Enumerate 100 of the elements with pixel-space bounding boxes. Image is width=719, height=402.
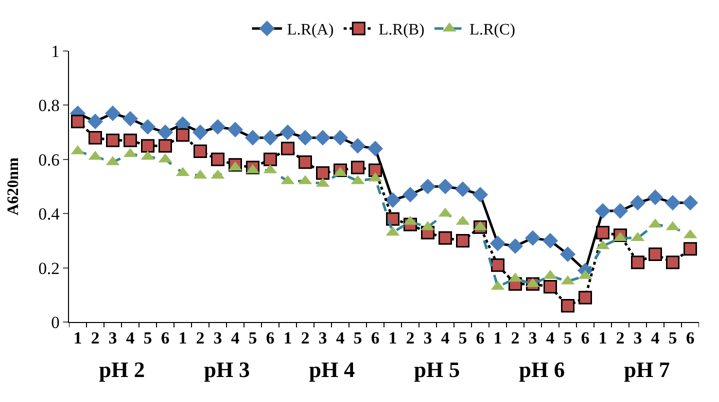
point xyxy=(244,130,261,146)
text: pH 4 xyxy=(309,357,355,382)
y-tick-label: 0 xyxy=(51,312,60,332)
text: pH 5 xyxy=(414,357,460,382)
x-tick-label: 6 xyxy=(161,328,170,348)
point xyxy=(456,234,470,248)
point xyxy=(631,256,644,270)
x-tick-label: 4 xyxy=(231,328,240,348)
point xyxy=(684,242,697,256)
x-tick-label: 1 xyxy=(178,328,187,348)
x-tick-label: 2 xyxy=(511,328,520,348)
point xyxy=(157,124,174,140)
text: pH 7 xyxy=(624,357,670,382)
x-tick-label: 3 xyxy=(318,328,327,348)
point xyxy=(386,212,400,226)
point xyxy=(332,130,348,146)
point xyxy=(298,155,312,169)
point xyxy=(141,139,154,153)
point xyxy=(210,119,226,135)
point xyxy=(612,203,628,219)
point xyxy=(596,226,610,240)
point xyxy=(560,246,576,262)
x-tick-label: 4 xyxy=(546,328,555,348)
x-tick-label: 2 xyxy=(91,328,100,348)
point xyxy=(472,186,488,202)
point xyxy=(666,256,680,270)
point xyxy=(490,236,506,252)
text: pH 3 xyxy=(204,357,250,382)
x-tick-label: 1 xyxy=(598,328,607,348)
point xyxy=(664,194,681,211)
legend-label: L.R(B) xyxy=(378,22,424,39)
point xyxy=(420,178,436,194)
point xyxy=(454,181,471,198)
point xyxy=(507,238,524,254)
x-tick-label: 5 xyxy=(144,328,152,348)
point xyxy=(104,106,121,122)
x-tick-label: 2 xyxy=(196,328,204,348)
x-tick-label: 5 xyxy=(668,328,677,348)
point xyxy=(88,130,102,144)
point xyxy=(544,280,557,294)
point xyxy=(367,140,384,156)
point xyxy=(194,144,207,158)
text: pH 6 xyxy=(519,357,565,382)
point xyxy=(594,203,611,219)
point xyxy=(437,178,454,194)
x-tick-label: 3 xyxy=(634,328,642,348)
point xyxy=(281,142,294,156)
point xyxy=(647,190,664,206)
x-tick-label: 1 xyxy=(494,328,502,348)
point xyxy=(124,134,137,148)
point xyxy=(280,124,296,140)
point xyxy=(316,166,330,180)
x-tick-label: 4 xyxy=(126,328,135,348)
point xyxy=(524,230,541,246)
point xyxy=(578,290,592,304)
x-tick-label: 6 xyxy=(476,328,484,348)
x-tick-label: 5 xyxy=(458,328,467,348)
x-tick-label: 6 xyxy=(371,328,380,348)
point xyxy=(297,130,314,146)
y-tick-label: 0.4 xyxy=(38,204,60,224)
point xyxy=(227,122,244,138)
point xyxy=(122,110,138,127)
x-tick-label: 2 xyxy=(301,328,310,348)
point xyxy=(682,194,698,211)
x-tick-label: 1 xyxy=(284,328,292,348)
x-tick-label: 4 xyxy=(651,328,660,348)
text: pH 2 xyxy=(99,357,145,382)
point xyxy=(106,134,120,148)
point xyxy=(542,232,558,248)
x-tick-label: 3 xyxy=(108,328,117,348)
point xyxy=(350,138,366,154)
x-tick-label: 6 xyxy=(581,328,590,348)
x-tick-label: 3 xyxy=(424,328,432,348)
point xyxy=(491,258,504,272)
point xyxy=(87,114,104,130)
x-tick-label: 5 xyxy=(564,328,572,348)
point xyxy=(192,124,208,140)
point xyxy=(158,139,172,153)
x-tick-label: 2 xyxy=(406,328,414,348)
y-tick-label: 0.8 xyxy=(38,96,60,116)
x-tick-label: 4 xyxy=(441,328,450,348)
point xyxy=(262,130,278,146)
x-tick-label: 1 xyxy=(388,328,397,348)
point xyxy=(630,194,646,211)
x-tick-label: 6 xyxy=(686,328,694,348)
point xyxy=(71,114,84,128)
x-tick-label: 3 xyxy=(214,328,222,348)
x-tick-label: 5 xyxy=(248,328,257,348)
point xyxy=(384,192,401,208)
y-tick-label: 1 xyxy=(51,42,60,61)
point xyxy=(368,163,382,177)
legend-label: L.R(C) xyxy=(469,22,516,39)
x-tick-label: 4 xyxy=(336,328,345,348)
point xyxy=(561,298,574,312)
x-tick-label: 6 xyxy=(266,328,274,348)
point xyxy=(140,119,156,135)
y-tick-label: 0.2 xyxy=(38,258,60,278)
y-axis-title: A620nm xyxy=(5,156,22,216)
point xyxy=(351,160,364,174)
x-tick-label: 5 xyxy=(354,328,362,348)
